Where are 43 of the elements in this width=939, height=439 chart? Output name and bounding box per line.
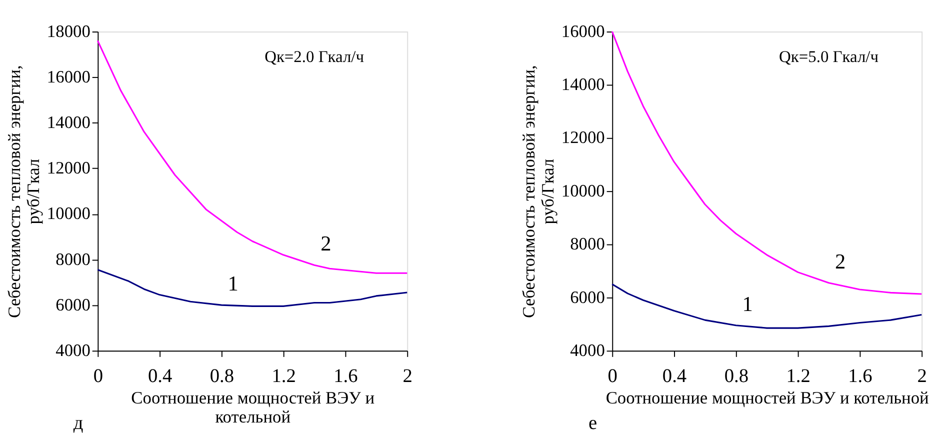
x-tick-label: 0.8 [724, 366, 748, 388]
y-tick-label: 8000 [56, 248, 91, 269]
annotation: Qк=2.0 Гкал/ч [264, 46, 364, 66]
x-tick-label: 0 [608, 366, 618, 388]
x-tick-label: 1.6 [334, 366, 358, 388]
annotation: Qк=5.0 Гкал/ч [779, 46, 878, 66]
x-tick-label: 0 [93, 366, 103, 388]
y-tick-label: 18000 [46, 20, 91, 41]
line-series [611, 283, 922, 329]
y-axis-title: Себестоимость тепловой энергии, руб/Гкал [4, 65, 44, 318]
y-tick-label: 16000 [46, 66, 91, 86]
x-tick-label: 2 [402, 366, 412, 388]
y-tick-label: 6000 [56, 294, 91, 314]
x-tick-label: 0.4 [662, 366, 687, 388]
text: д [73, 412, 84, 434]
y-tick-label: 16000 [561, 20, 606, 41]
x-tick-label: 1.6 [848, 366, 873, 388]
x-tick-label: 1.2 [786, 366, 810, 388]
y-tick-label: 10000 [561, 180, 606, 200]
y-tick-label: 12000 [46, 158, 91, 178]
x-axis-title: Соотношение мощностей ВЭУ и котельной [131, 387, 375, 427]
y-tick-label: 4000 [56, 340, 91, 360]
line-series [611, 30, 922, 295]
x-axis-title: Соотношение мощностей ВЭУ и котельной [606, 387, 929, 408]
series-label: 1 [742, 292, 753, 316]
y-tick-label: 12000 [561, 127, 606, 148]
line-series [96, 268, 408, 307]
x-tick-label: 1.2 [272, 366, 296, 388]
x-tick-label: 2 [917, 366, 927, 388]
series-label: 2 [320, 232, 332, 256]
y-axis-title: Себестоимость тепловой энергии, руб/Гкал [518, 65, 558, 318]
series-label: 2 [835, 249, 846, 274]
y-tick-label: 10000 [46, 203, 91, 224]
y-tick-label: 4000 [570, 340, 606, 360]
text: е [588, 412, 598, 434]
x-tick-label: 0.8 [210, 366, 234, 388]
y-tick-label: 8000 [570, 234, 606, 254]
y-tick-label: 6000 [570, 286, 606, 307]
y-tick-label: 14000 [561, 74, 606, 94]
y-tick-label: 14000 [46, 112, 91, 132]
series-label: 1 [228, 272, 238, 296]
line-series [96, 40, 408, 274]
x-tick-label: 0.4 [148, 366, 172, 388]
